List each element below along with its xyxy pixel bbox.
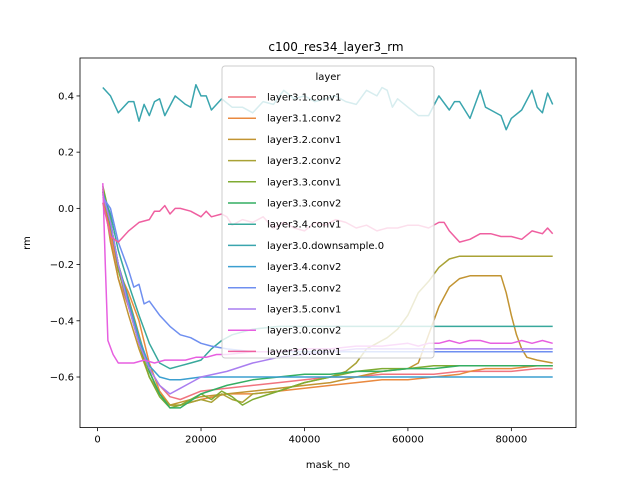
x-tick-label: 20000 — [185, 435, 217, 446]
x-tick-label: 40000 — [289, 435, 321, 446]
y-tick-label: 0.0 — [58, 204, 74, 215]
legend-entry-label: layer3.2.conv2 — [267, 156, 341, 167]
legend-entry-label: layer3.5.conv2 — [267, 283, 341, 294]
series-line-layer3-5-conv1 — [102, 194, 553, 395]
legend: layer layer3.1.conv1layer3.1.conv2layer3… — [221, 65, 435, 359]
y-axis-label: rm — [22, 236, 33, 250]
legend-entry-label: layer3.5.conv1 — [267, 305, 341, 316]
x-tick-label: 80000 — [495, 435, 527, 446]
legend-box — [221, 65, 435, 359]
x-tick-label: 60000 — [392, 435, 424, 446]
y-tick-label: −0.6 — [50, 373, 74, 384]
y-tick-label: −0.2 — [50, 260, 74, 271]
chart-title: c100_res34_layer3_rm — [268, 40, 403, 54]
legend-entry-label: layer3.4.conv2 — [267, 262, 341, 273]
legend-entry-label: layer3.4.conv1 — [267, 220, 341, 231]
legend-entry-label: layer3.2.conv1 — [267, 135, 341, 146]
series-line-layer3-5-conv2 — [102, 196, 553, 353]
legend-entry-label: layer3.0.downsample.0 — [267, 241, 384, 252]
legend-entry-label: layer3.0.conv1 — [267, 347, 341, 358]
plot-frame — [79, 57, 577, 429]
legend-entry-label: layer3.3.conv2 — [267, 199, 341, 210]
legend-entry-label: layer3.0.conv2 — [267, 326, 341, 337]
ticks-layer: 0 20000 40000 60000 80000 −0.6 −0.4 −0.2 0.0 0.2 0… — [50, 91, 528, 445]
legend-entry-label: layer3.3.conv1 — [267, 177, 341, 188]
legend-entry-label: layer3.1.conv1 — [267, 93, 341, 104]
legend-title: layer — [315, 72, 341, 83]
x-axis-label: mask_no — [306, 460, 350, 471]
y-tick-label: −0.4 — [50, 316, 74, 327]
legend-entry-label: layer3.1.conv2 — [267, 114, 341, 125]
series-layer — [102, 83, 554, 409]
y-tick-label: 0.4 — [58, 91, 74, 102]
x-tick-label: 0 — [94, 435, 100, 446]
legend-entries: layer3.1.conv1 layer3.1.conv2 layer3.2.con… — [228, 93, 384, 358]
y-tick-label: 0.2 — [58, 148, 74, 159]
series-line-layer3-4-conv2 — [102, 191, 553, 381]
